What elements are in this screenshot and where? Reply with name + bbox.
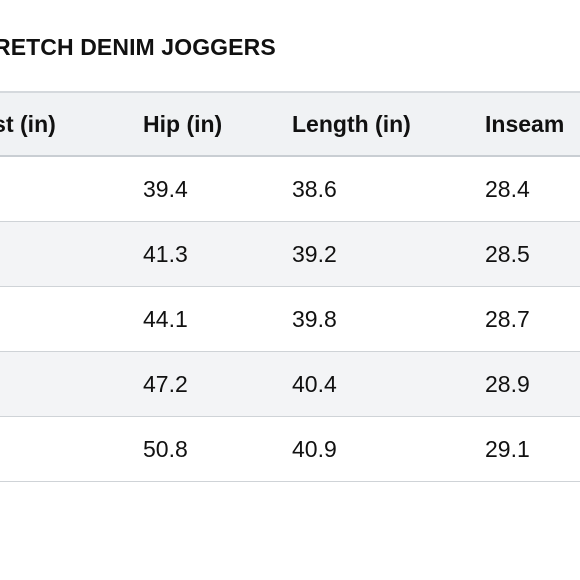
- length-cell: 39.8: [292, 305, 337, 332]
- inseam-cell: 28.7: [485, 305, 530, 332]
- column-header-inseam: Inseam: [485, 110, 565, 137]
- column-header-length: Length (in): [292, 110, 411, 137]
- column-header-hip: Hip (in): [143, 110, 223, 137]
- waist-cell: .6: [0, 156, 143, 222]
- hip-cell: 39.4: [143, 175, 188, 202]
- table-row: .6 39.4 38.6 28.4: [0, 156, 580, 222]
- inseam-cell: 28.9: [485, 370, 530, 397]
- hip-cell: 44.1: [143, 305, 188, 332]
- length-cell: 39.2: [292, 240, 337, 267]
- waist-cell: .3: [0, 287, 143, 352]
- size-chart-table-container: aist (in) Hip (in) Length (in) Inseam .6…: [0, 91, 580, 485]
- hip-cell: 47.2: [143, 370, 188, 397]
- waist-cell: .4: [0, 352, 143, 417]
- waist-cell: .5: [0, 222, 143, 287]
- size-chart-table: aist (in) Hip (in) Length (in) Inseam .6…: [0, 91, 580, 482]
- waist-cell: [0, 417, 143, 482]
- table-row: 50.8 40.9 29.1: [0, 417, 580, 482]
- inseam-cell: 28.4: [485, 175, 530, 202]
- inseam-cell: 28.5: [485, 240, 530, 267]
- table-header-row: aist (in) Hip (in) Length (in) Inseam: [0, 92, 580, 156]
- table-row: .3 44.1 39.8 28.7: [0, 287, 580, 352]
- table-row: .5 41.3 39.2 28.5: [0, 221, 580, 287]
- length-cell: 38.6: [292, 175, 337, 202]
- column-header-waist: aist (in): [0, 110, 56, 137]
- size-chart-title: RETCH DENIM JOGGERS: [0, 34, 276, 60]
- table-row: .4 47.2 40.4 28.9: [0, 351, 580, 417]
- length-cell: 40.4: [292, 370, 337, 397]
- hip-cell: 41.3: [143, 240, 188, 267]
- inseam-cell: 29.1: [485, 435, 530, 462]
- hip-cell: 50.8: [143, 435, 188, 462]
- length-cell: 40.9: [292, 435, 337, 462]
